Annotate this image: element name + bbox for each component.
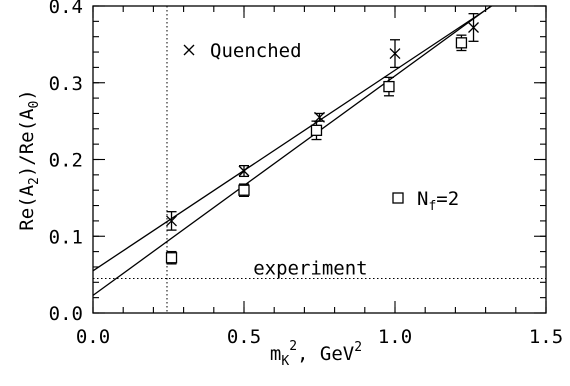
data-point-quenched	[238, 164, 250, 178]
legend-nf2-label: Nf=2	[417, 188, 459, 214]
legend-nf2-marker	[392, 192, 404, 204]
square-marker	[165, 252, 178, 264]
data-point-nf2	[310, 120, 323, 141]
fit-line-quenched	[92, 5, 493, 272]
legend-quenched-label: Quenched	[210, 40, 302, 62]
x-marker	[468, 22, 479, 33]
reference-lines	[93, 6, 546, 313]
fit-lines	[92, 5, 493, 296]
fit-line-nf2	[92, 5, 492, 296]
experiment-annotation: experiment	[253, 257, 367, 279]
x-tick-label: 1.0	[378, 326, 412, 348]
axis-ticks	[92, 5, 547, 314]
square-marker	[238, 184, 250, 196]
x-tick-label: 1.5	[529, 326, 563, 348]
data-point-nf2	[165, 250, 178, 265]
y-tick-label: 0.0	[49, 303, 83, 325]
data-point-quenched	[389, 39, 401, 69]
legend-quenched: Quenched	[183, 40, 302, 62]
data-point-nf2	[383, 76, 395, 97]
y-tick-label: 0.2	[49, 150, 83, 172]
tick-labels: 0.0 0.5 1.0 1.5 0.0 0.1 0.2 0.3 0.4	[49, 0, 563, 348]
data-points	[165, 13, 479, 265]
square-marker	[455, 37, 468, 49]
y-tick-label: 0.4	[49, 0, 83, 18]
x-tick-label: 0.0	[76, 326, 110, 348]
y-tick-label: 0.3	[49, 73, 83, 95]
legend-nf2: Nf=2	[392, 188, 459, 214]
square-marker	[310, 124, 323, 136]
x-marker	[389, 48, 401, 60]
data-point-quenched	[468, 13, 479, 42]
data-point-quenched	[166, 211, 177, 231]
x-marker	[238, 165, 250, 177]
legend-quenched-marker	[183, 44, 195, 56]
y-axis-label: Re(A2)/Re(A0)	[16, 89, 42, 231]
x-tick-label: 0.5	[227, 326, 261, 348]
y-tick-label: 0.1	[49, 226, 83, 248]
data-point-nf2	[238, 183, 250, 197]
x-axis-label: mK2, GeV2	[270, 339, 362, 369]
x-marker	[166, 215, 177, 227]
square-marker	[383, 80, 395, 93]
data-point-nf2	[455, 34, 468, 52]
